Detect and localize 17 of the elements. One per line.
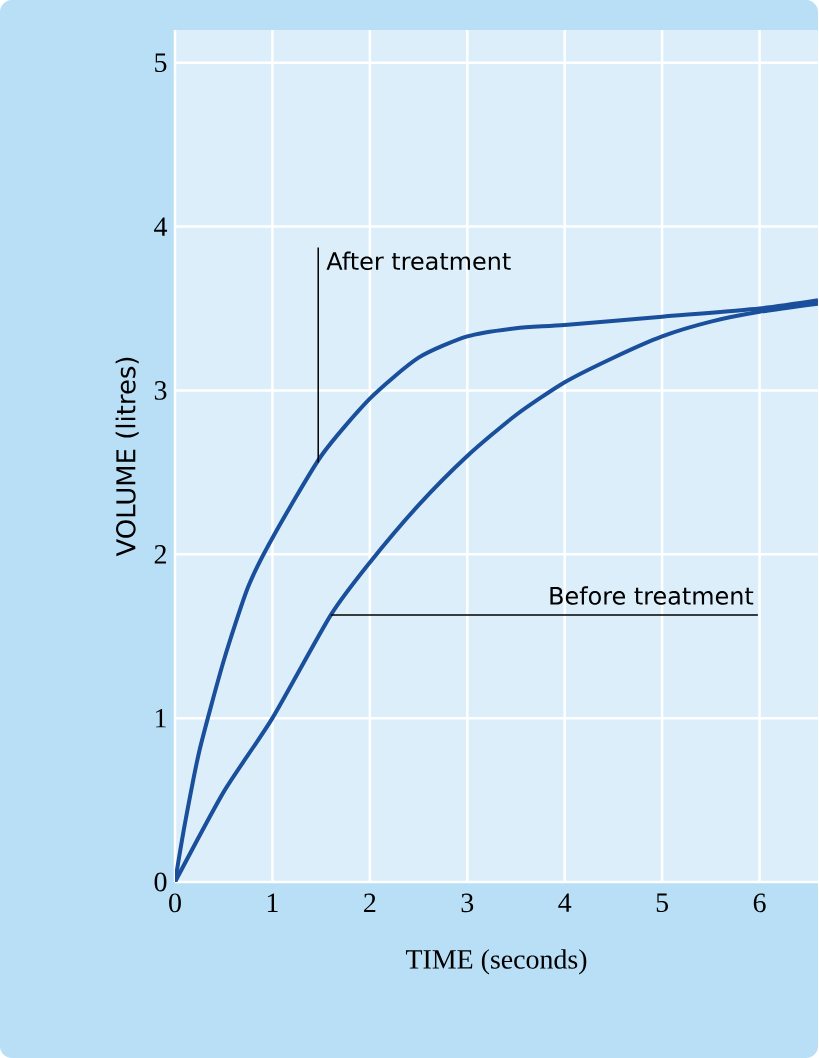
y-tick-label: 3 xyxy=(154,381,167,400)
x-axis-title: TIME (seconds) xyxy=(405,949,587,975)
x-tick-label: 3 xyxy=(461,893,474,913)
x-tick-label: 4 xyxy=(558,893,572,912)
y-axis-title: VOLUME (litres) xyxy=(115,357,139,557)
y-tick-label: 4 xyxy=(153,217,167,236)
y-tick-label: 2 xyxy=(154,545,166,564)
y-tick-label: 1 xyxy=(155,708,166,728)
annotation: Before treatment xyxy=(550,586,754,605)
y-tick-label: 5 xyxy=(155,53,167,73)
x-tick-label: 5 xyxy=(656,893,668,913)
x-tick-label: 6 xyxy=(753,893,766,913)
x-tick-label: 1 xyxy=(267,893,278,912)
x-tick-label: 0 xyxy=(168,893,181,913)
annotation: After treatment xyxy=(326,251,511,271)
x-tick-label: 2 xyxy=(363,893,376,912)
y-tick-label: 0 xyxy=(154,872,167,892)
